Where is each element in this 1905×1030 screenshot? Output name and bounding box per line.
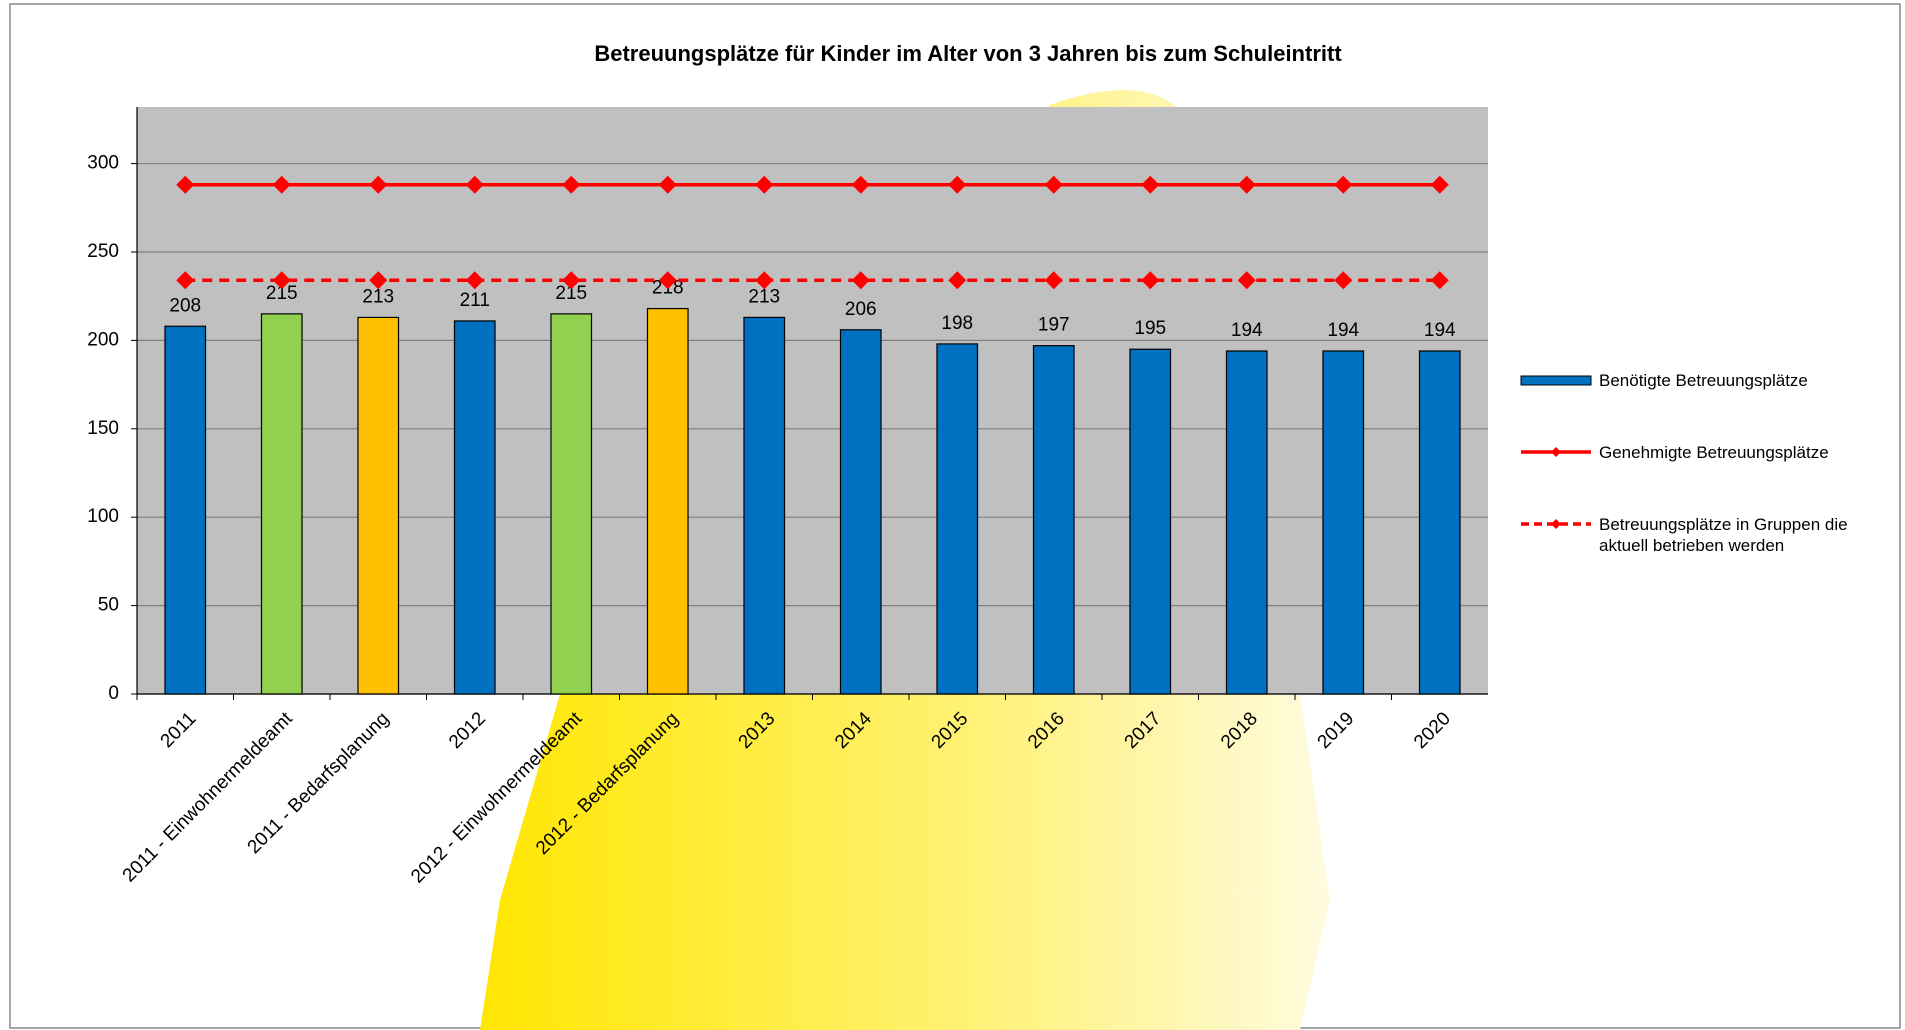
- y-tick-label: 0: [108, 683, 119, 704]
- y-tick-label: 100: [87, 506, 119, 527]
- legend-key: [1521, 447, 1591, 457]
- marker: [1044, 175, 1063, 194]
- data-label: 213: [748, 286, 780, 307]
- bar: [1418, 350, 1461, 695]
- data-label: 208: [169, 295, 201, 316]
- marker: [851, 271, 870, 290]
- marker: [1237, 271, 1256, 290]
- bar: [936, 343, 979, 695]
- marker: [755, 271, 774, 290]
- legend-key: [1520, 375, 1592, 386]
- marker: [1141, 271, 1160, 290]
- marker: [562, 271, 581, 290]
- data-label: 215: [266, 283, 298, 304]
- marker: [369, 175, 388, 194]
- legend-item: Benötigte Betreuungsplätze: [1519, 370, 1889, 391]
- data-label: 206: [845, 299, 877, 320]
- data-label: 213: [362, 286, 394, 307]
- legend-label: Benötigte Betreuungsplätze: [1599, 371, 1808, 390]
- marker: [176, 175, 195, 194]
- marker: [1044, 271, 1063, 290]
- marker: [369, 271, 388, 290]
- marker: [1430, 175, 1449, 194]
- marker: [1430, 271, 1449, 290]
- bar: [453, 320, 496, 695]
- marker: [658, 271, 677, 290]
- marker: [272, 175, 291, 194]
- bar: [839, 329, 882, 695]
- y-tick-label: 300: [87, 153, 119, 174]
- chart-title: Betreuungsplätze für Kinder im Alter von…: [594, 41, 1342, 66]
- legend-swatch: [1520, 375, 1592, 386]
- marker: [948, 175, 967, 194]
- data-label: 215: [555, 283, 587, 304]
- marker: [755, 175, 774, 194]
- marker: [1141, 175, 1160, 194]
- marker: [1334, 175, 1353, 194]
- marker: [562, 175, 581, 194]
- bar: [1129, 348, 1172, 695]
- marker: [1237, 175, 1256, 194]
- legend-marker: [1551, 447, 1561, 457]
- y-tick-label: 250: [87, 241, 119, 262]
- data-label: 194: [1327, 320, 1359, 341]
- data-label: 195: [1134, 318, 1166, 339]
- data-label: 194: [1424, 320, 1456, 341]
- legend-item: Genehmigte Betreuungsplätze: [1519, 442, 1889, 463]
- bar: [646, 307, 689, 695]
- legend-label: Genehmigte Betreuungsplätze: [1599, 443, 1829, 462]
- bar: [1322, 350, 1365, 695]
- marker: [465, 175, 484, 194]
- data-label: 194: [1231, 320, 1263, 341]
- bar: [357, 316, 400, 695]
- legend-marker: [1551, 519, 1561, 529]
- bar: [1225, 350, 1268, 695]
- y-tick-label: 150: [87, 418, 119, 439]
- marker: [272, 271, 291, 290]
- legend-item: Betreuungsplätze in Gruppen die aktuell …: [1519, 514, 1889, 556]
- bar: [1032, 345, 1075, 695]
- y-tick-label: 200: [87, 329, 119, 350]
- data-label: 198: [941, 313, 973, 334]
- bar: [550, 313, 593, 695]
- bar: [164, 325, 207, 695]
- data-label: 197: [1038, 315, 1070, 336]
- marker: [1334, 271, 1353, 290]
- y-tick-label: 50: [98, 595, 119, 616]
- bar: [743, 316, 786, 695]
- data-label: 211: [460, 290, 490, 311]
- marker: [658, 175, 677, 194]
- marker: [948, 271, 967, 290]
- bar: [260, 313, 303, 695]
- marker: [176, 271, 195, 290]
- marker: [851, 175, 870, 194]
- legend-label: Betreuungsplätze in Gruppen die aktuell …: [1599, 515, 1848, 555]
- marker: [465, 271, 484, 290]
- legend-key: [1521, 519, 1591, 529]
